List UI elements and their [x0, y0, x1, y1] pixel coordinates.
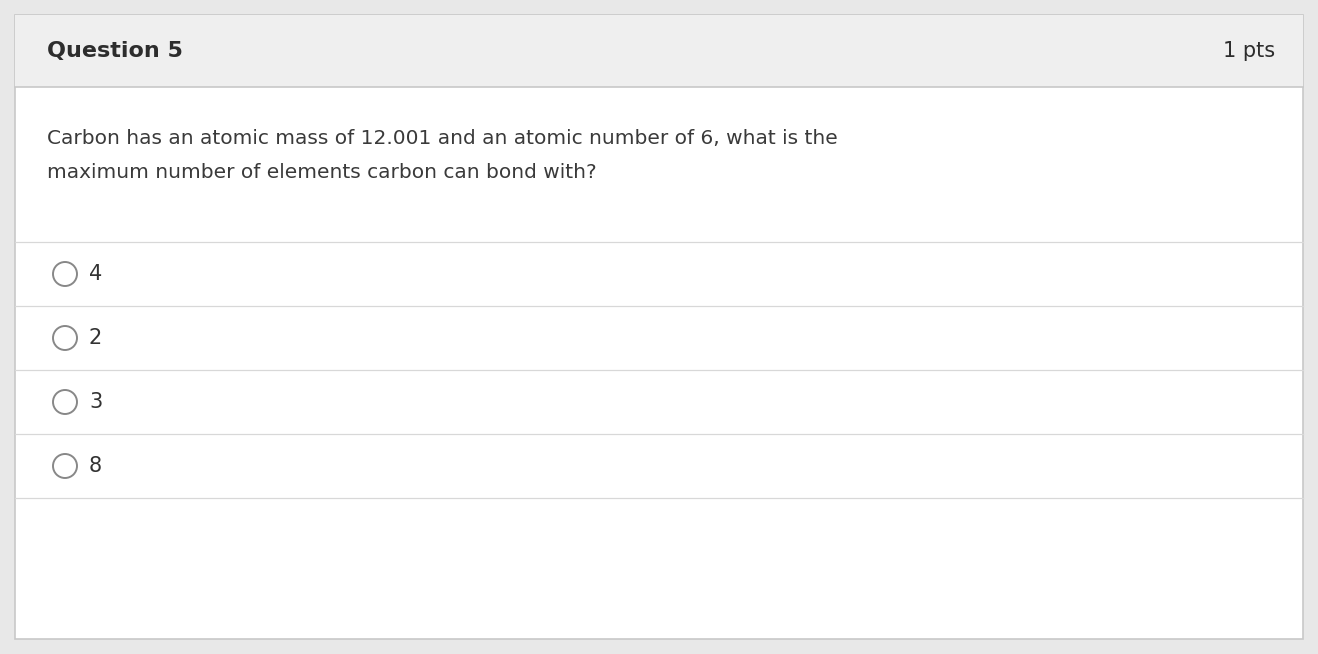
Text: 4: 4 — [90, 264, 103, 284]
Text: maximum number of elements carbon can bond with?: maximum number of elements carbon can bo… — [47, 163, 597, 182]
Text: 3: 3 — [90, 392, 103, 412]
Text: Question 5: Question 5 — [47, 41, 183, 61]
Text: Carbon has an atomic mass of 12.001 and an atomic number of 6, what is the: Carbon has an atomic mass of 12.001 and … — [47, 129, 838, 148]
Bar — [14, 15, 1304, 87]
Text: 1 pts: 1 pts — [1223, 41, 1275, 61]
Circle shape — [53, 390, 76, 414]
Circle shape — [53, 326, 76, 350]
Text: 2: 2 — [90, 328, 103, 348]
Circle shape — [53, 262, 76, 286]
Text: 8: 8 — [90, 456, 101, 476]
Circle shape — [53, 454, 76, 478]
